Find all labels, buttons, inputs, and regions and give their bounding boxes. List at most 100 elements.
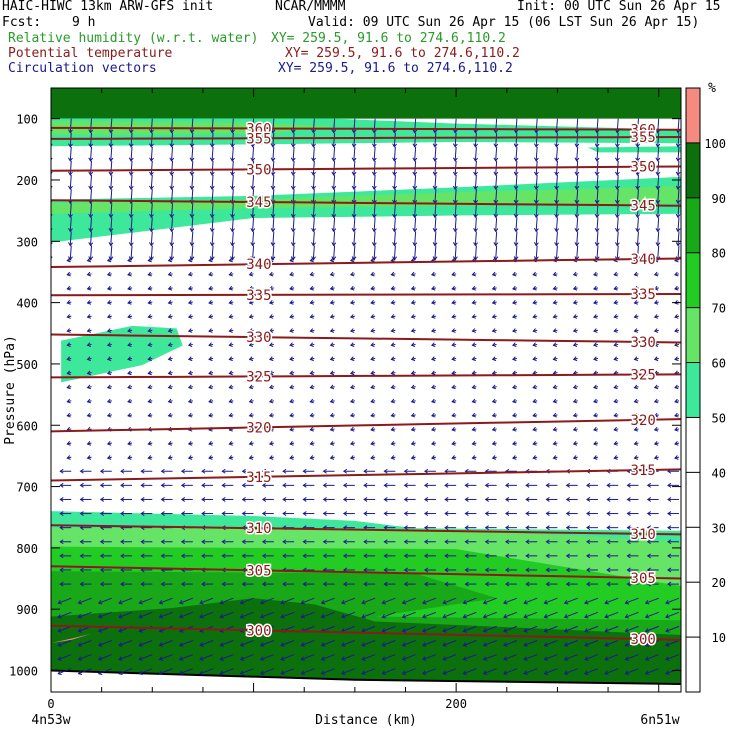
- vector-head: [422, 599, 427, 605]
- vector-head: [270, 143, 276, 148]
- vector-head: [512, 271, 517, 277]
- vector-head: [584, 599, 589, 605]
- vector-head: [383, 567, 388, 573]
- vector-head: [593, 300, 598, 305]
- vector-head: [462, 642, 468, 647]
- vector-head: [646, 553, 651, 559]
- vector-head: [444, 553, 449, 559]
- vector-arrow: [260, 611, 275, 618]
- vector-head: [140, 539, 145, 545]
- vector-head: [674, 426, 679, 432]
- vector-arrow: [434, 231, 437, 246]
- vector-head: [565, 539, 570, 545]
- vector-head: [675, 242, 681, 247]
- vector-arrow: [442, 640, 457, 646]
- vector-arrow: [616, 217, 619, 232]
- vector-head: [120, 482, 125, 488]
- vector-head: [390, 328, 395, 333]
- vector-arrow: [373, 231, 376, 246]
- vector-arrow: [191, 118, 194, 133]
- vector-head: [147, 342, 152, 348]
- vector-arrow: [414, 245, 417, 260]
- vector-head: [127, 441, 132, 446]
- vector-head: [280, 599, 285, 605]
- vector-head: [674, 412, 679, 418]
- colorbar-label: 40: [712, 466, 726, 480]
- vector-head: [442, 614, 447, 619]
- theta-contour-label: 300: [246, 623, 271, 639]
- vector-arrow: [414, 132, 417, 147]
- vector-head: [302, 553, 307, 559]
- vector-arrow: [78, 597, 92, 604]
- vector-head: [473, 143, 479, 148]
- vector-head: [208, 412, 213, 418]
- vector-head: [653, 271, 659, 277]
- vector-head: [280, 642, 285, 647]
- vector-head: [451, 441, 456, 446]
- vector-arrow: [625, 640, 639, 646]
- vector-head: [86, 370, 92, 376]
- theta-contour-label: 305: [246, 563, 271, 579]
- vector-arrow: [474, 189, 477, 204]
- vector-head: [401, 642, 407, 647]
- vector-arrow: [605, 640, 619, 646]
- vector-arrow: [523, 611, 538, 618]
- vector-head: [160, 581, 165, 587]
- vector-head: [189, 242, 195, 247]
- vector-head: [381, 656, 387, 661]
- vector-arrow: [414, 175, 417, 190]
- vector-head: [167, 271, 173, 277]
- vector-head: [653, 300, 659, 305]
- vector-head: [40, 497, 43, 501]
- vector-head: [451, 271, 456, 277]
- vector-head: [68, 213, 73, 219]
- vector-arrow: [199, 611, 214, 618]
- vector-arrow: [159, 668, 173, 675]
- vector-head: [178, 656, 184, 661]
- vector-head: [613, 356, 618, 362]
- vector-head: [248, 314, 254, 319]
- vector-arrow: [171, 217, 174, 232]
- vector-head: [512, 356, 517, 362]
- vector-head: [390, 441, 395, 446]
- vector-arrow: [171, 146, 174, 161]
- vector-head: [667, 567, 672, 573]
- vector-head: [563, 642, 569, 647]
- vector-head: [329, 314, 335, 319]
- vector-arrow: [341, 597, 356, 604]
- vector-arrow: [220, 668, 234, 675]
- vector-arrow: [555, 175, 558, 190]
- vector-arrow: [393, 118, 396, 133]
- vector-head: [118, 628, 123, 633]
- vector-head: [108, 242, 114, 247]
- vector-head: [533, 157, 539, 162]
- vector-head: [147, 412, 152, 418]
- vector-head: [250, 185, 256, 190]
- vector-head: [473, 171, 479, 176]
- vector-head: [331, 185, 337, 190]
- vector-arrow: [596, 175, 599, 190]
- vector-head: [604, 670, 609, 675]
- vector-head: [230, 213, 235, 219]
- vector-head: [410, 314, 416, 319]
- vector-head: [187, 412, 193, 418]
- vector-head: [147, 271, 152, 277]
- vector-arrow: [515, 245, 518, 260]
- vector-head: [390, 314, 395, 319]
- vector-head: [624, 628, 630, 633]
- vector-head: [66, 285, 71, 291]
- vector-head: [532, 426, 537, 432]
- vector-arrow: [636, 160, 639, 176]
- vector-head: [282, 553, 287, 559]
- vector-arrow: [616, 175, 619, 190]
- vector-arrow: [58, 654, 72, 661]
- vector-head: [289, 300, 294, 305]
- vector-head: [289, 384, 294, 390]
- vector-head: [86, 398, 92, 404]
- vector-head: [300, 656, 305, 661]
- vector-head: [633, 342, 639, 348]
- vector-head: [390, 384, 395, 390]
- vector-head: [128, 213, 134, 219]
- vector-arrow: [272, 203, 275, 218]
